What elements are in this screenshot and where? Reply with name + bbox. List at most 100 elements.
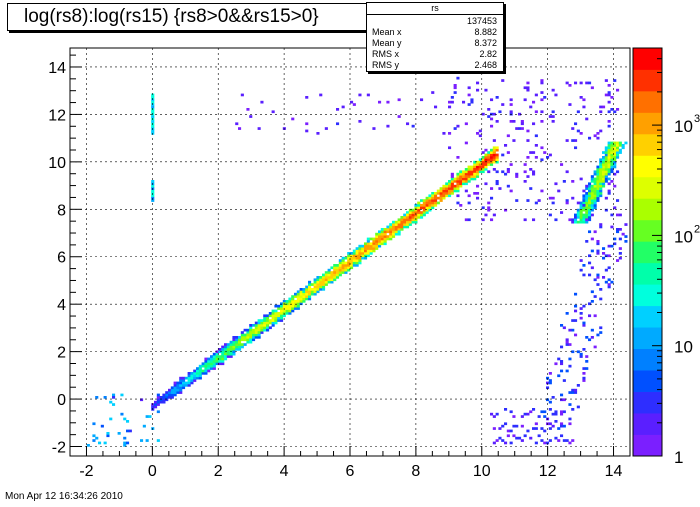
heatmap-cell [375,242,379,246]
heatmap-cell [271,324,275,327]
heatmap-cell [341,268,345,272]
heatmap-cell [588,204,592,207]
heatmap-cell [296,290,300,294]
heatmap-cell [165,398,169,402]
heatmap-cell [484,213,488,217]
heatmap-cell [257,324,261,327]
heatmap-cell [534,156,538,159]
heatmap-cell [590,208,594,212]
heatmap-cell [86,444,90,447]
heatmap-cells [86,76,628,447]
heatmap-cell [495,182,499,186]
heatmap-cell [604,196,608,200]
y-tick-label: 2 [57,345,66,362]
heatmap-cell [380,240,384,243]
heatmap-cell [473,160,477,164]
heatmap-cell [366,242,370,246]
heatmap-cell [484,182,488,186]
heatmap-cell [599,168,603,171]
heatmap-cell [520,415,524,418]
heatmap-cell [464,177,468,181]
heatmap-cell [562,439,566,442]
heatmap-cell [607,93,611,97]
heatmap-cell [375,237,379,241]
heatmap-cell [596,249,600,253]
heatmap-cell [560,393,564,397]
heatmap-cell [260,324,264,327]
heatmap-cell [585,199,589,202]
heatmap-cell [285,312,289,315]
heatmap-cell [271,312,275,315]
heatmap-cell [526,199,530,202]
heatmap-cell [280,309,284,313]
heatmap-cell [610,108,614,111]
heatmap-cell [565,312,569,315]
heatmap-cell [207,362,211,366]
heatmap-cell [560,422,564,426]
heatmap-cell [151,105,155,109]
heatmap-cell [280,304,284,308]
heatmap-cell [543,441,547,445]
heatmap-cell [257,331,261,334]
heatmap-cell [187,374,191,378]
heatmap-cell [378,232,382,236]
heatmap-cell [607,163,611,166]
heatmap-cell [560,410,564,414]
heatmap-cell [229,345,233,349]
heatmap-cell [235,348,239,351]
heatmap-cell [490,156,494,159]
heatmap-cell [613,153,617,157]
heatmap-cell [599,105,603,109]
heatmap-cell [179,379,183,382]
heatmap-cell [364,254,368,258]
heatmap-cell [574,122,578,126]
heatmap-cell [574,319,578,322]
heatmap-cell [282,300,286,303]
heatmap-cell [165,391,169,394]
heatmap-cell [456,76,460,80]
heatmap-cell [263,324,267,327]
heatmap-cell [579,316,583,320]
heatmap-cell [380,232,384,236]
heatmap-cell [436,201,440,205]
heatmap-cell [607,120,611,123]
heatmap-cell [607,158,611,162]
heatmap-cell [103,396,107,399]
heatmap-cell [439,194,443,198]
heatmap-cell [168,391,172,394]
heatmap-cell [274,316,278,320]
heatmap-cell [271,314,275,318]
heatmap-cell [582,189,586,193]
heatmap-cell [204,372,208,375]
heatmap-cell [585,360,589,363]
heatmap-cell [422,206,426,210]
heatmap-cell [308,290,312,294]
x-tick-label: 8 [411,463,420,480]
heatmap-cell [173,381,177,385]
heatmap-cell [352,252,356,255]
heatmap-cell [235,336,239,339]
heatmap-cell [243,338,247,342]
heatmap-cell [568,343,572,346]
heatmap-cell [490,153,494,157]
heatmap-cell [190,379,194,382]
heatmap-cell [285,304,289,308]
heatmap-cell [215,357,219,361]
heatmap-cell [246,331,250,334]
heatmap-cell [462,180,466,183]
heatmap-cell [226,352,230,356]
heatmap-cell [378,237,382,241]
heatmap-cell [338,261,342,265]
heatmap-cell [417,201,421,205]
heatmap-cell [560,324,564,327]
heatmap-cell [352,264,356,267]
heatmap-cell [560,398,564,402]
heatmap-cell [534,93,538,97]
heatmap-cell [240,343,244,346]
heatmap-cell [588,261,592,265]
heatmap-cell [453,184,457,188]
heatmap-cell [260,319,264,322]
heatmap-cell [212,352,216,356]
heatmap-cell [296,304,300,308]
heatmap-cell [467,177,471,181]
